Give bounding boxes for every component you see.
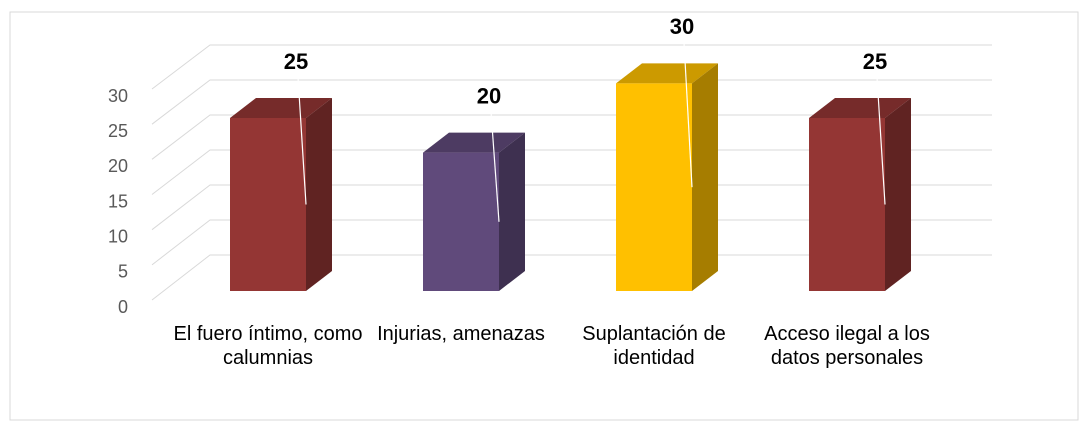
bar xyxy=(616,83,692,292)
x-tick-label: Acceso ilegal a los datos personales xyxy=(764,323,930,369)
leader-line xyxy=(683,42,693,188)
value-label: 30 xyxy=(670,14,694,39)
grid-line xyxy=(151,254,992,301)
y-tick-label: 20 xyxy=(108,156,128,176)
bar-side xyxy=(885,98,911,291)
y-tick-label: 25 xyxy=(108,121,128,141)
x-tick-label: Injurias, amenazas xyxy=(377,323,545,345)
leader-line xyxy=(876,76,886,205)
grid-line xyxy=(151,114,992,160)
value-label: 25 xyxy=(284,49,308,74)
y-tick-label: 5 xyxy=(118,262,128,282)
grid-line xyxy=(151,184,992,231)
value-label: 25 xyxy=(863,49,887,74)
y-tick-label: 30 xyxy=(108,86,128,106)
grid-line xyxy=(151,79,992,125)
leader-line xyxy=(490,111,500,222)
x-tick-label: El fuero íntimo, como calumnias xyxy=(173,323,363,369)
x-tick-label: Suplantación de identidad xyxy=(582,323,726,369)
bar-top xyxy=(809,98,911,118)
bar xyxy=(230,118,306,291)
bar-side xyxy=(499,132,525,291)
bar-side xyxy=(692,63,718,292)
leader-line xyxy=(297,76,307,205)
bar-top xyxy=(423,132,525,153)
bar-top xyxy=(230,98,332,118)
bar-side xyxy=(306,98,332,291)
grid-line xyxy=(151,219,992,266)
y-tick-label: 0 xyxy=(118,297,128,317)
value-label: 20 xyxy=(477,83,501,108)
y-tick-label: 10 xyxy=(108,226,128,246)
bar-top xyxy=(616,63,718,84)
grid-line xyxy=(151,44,992,90)
grid-line xyxy=(151,149,992,195)
y-tick-label: 15 xyxy=(108,191,128,211)
bar xyxy=(809,118,885,291)
bar xyxy=(423,152,499,291)
